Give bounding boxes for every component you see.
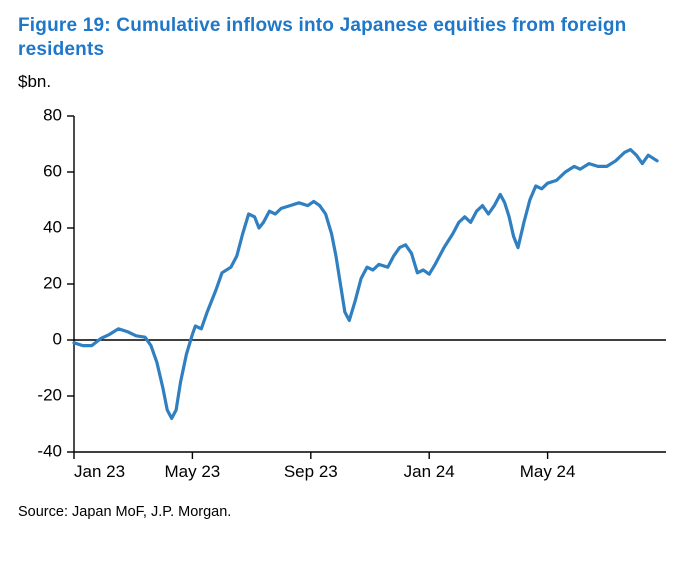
- chart-area: -40 -20 0 20 40 60 80 Jan 23 May 23 Sep 23 Jan 24 M…: [18, 96, 682, 496]
- svg-text:-20: -20: [37, 385, 62, 404]
- svg-text:60: 60: [43, 161, 62, 180]
- line-chart: -40 -20 0 20 40 60 80 Jan 23 May 23 Sep 23 Jan 24 M…: [18, 96, 682, 496]
- chart-source: Source: Japan MoF, J.P. Morgan.: [18, 504, 682, 520]
- svg-text:Sep 23: Sep 23: [284, 462, 338, 481]
- svg-text:-40: -40: [37, 441, 62, 460]
- y-unit-label: $bn.: [18, 72, 682, 92]
- chart-title: Figure 19: Cumulative inflows into Japan…: [18, 14, 682, 62]
- svg-text:80: 80: [43, 105, 62, 124]
- svg-text:Jan 24: Jan 24: [404, 462, 455, 481]
- svg-text:0: 0: [53, 329, 62, 348]
- svg-text:20: 20: [43, 273, 62, 292]
- svg-text:May 23: May 23: [165, 462, 221, 481]
- svg-text:Jan 23: Jan 23: [74, 462, 125, 481]
- svg-text:May 24: May 24: [520, 462, 576, 481]
- svg-text:40: 40: [43, 217, 62, 236]
